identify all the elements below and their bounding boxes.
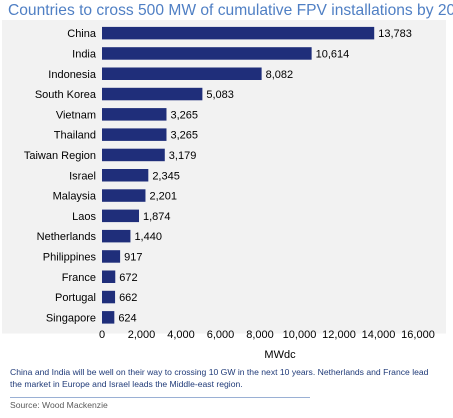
divider — [10, 397, 310, 398]
bar-8 — [102, 169, 149, 182]
bar-5 — [102, 108, 167, 121]
bar-2 — [102, 47, 312, 60]
category-label-8: Israel — [69, 170, 96, 182]
bar-11 — [102, 229, 131, 243]
bar-7 — [102, 148, 165, 162]
bar-1 — [102, 26, 375, 40]
chart-caption: China and India will be well on their wa… — [10, 367, 429, 389]
value-label-4: 5,083 — [206, 89, 234, 101]
value-label-12: 917 — [124, 251, 142, 263]
bar-13 — [102, 270, 116, 283]
category-label-9: Malaysia — [53, 191, 97, 203]
value-label-11: 1,440 — [134, 231, 162, 243]
category-label-11: Netherlands — [37, 231, 97, 243]
category-label-6: Thailand — [54, 130, 96, 142]
bar-4 — [102, 87, 203, 101]
value-label-1: 13,783 — [378, 28, 412, 40]
value-label-6: 3,265 — [170, 130, 198, 142]
bar-chart: China 13,783 India 10,614 Indonesia 8,082 Sout… — [2, 20, 446, 361]
x-tick-label-5: 8,000 — [246, 329, 274, 341]
category-label-13: France — [62, 272, 96, 284]
x-tick-label-1: 0 — [99, 329, 105, 341]
value-label-9: 2,201 — [149, 191, 177, 203]
category-label-5: Vietnam — [56, 109, 96, 121]
x-tick-label-7: 12,000 — [322, 329, 356, 341]
bar-6 — [102, 128, 167, 141]
x-tick-label-8: 14,000 — [362, 329, 396, 341]
category-label-2: India — [72, 48, 97, 60]
bar-10 — [102, 209, 140, 223]
category-label-12: Philippines — [43, 251, 97, 263]
category-label-7: Taiwan Region — [24, 150, 96, 162]
value-label-7: 3,179 — [169, 150, 197, 162]
bar-14 — [102, 290, 116, 304]
category-label-14: Portugal — [55, 292, 96, 304]
value-label-10: 1,874 — [143, 211, 171, 223]
value-label-8: 2,345 — [152, 170, 180, 182]
value-label-15: 624 — [118, 312, 136, 324]
value-label-5: 3,265 — [170, 109, 198, 121]
value-label-3: 8,082 — [266, 69, 294, 81]
category-label-10: Laos — [72, 211, 96, 223]
x-tick-label-6: 10,000 — [283, 329, 317, 341]
x-tick-label-3: 4,000 — [167, 329, 195, 341]
category-label-1: China — [67, 28, 97, 40]
value-label-2: 10,614 — [316, 48, 350, 60]
category-label-4: South Korea — [35, 89, 97, 101]
category-label-15: Singapore — [46, 312, 96, 324]
x-tick-label-2: 2,000 — [128, 329, 156, 341]
x-tick-label-4: 6,000 — [207, 329, 235, 341]
bar-12 — [102, 250, 121, 263]
category-label-3: Indonesia — [48, 69, 97, 81]
bar-9 — [102, 189, 146, 202]
x-tick-label-9: 16,000 — [401, 329, 435, 341]
value-label-14: 662 — [119, 292, 137, 304]
bar-15 — [102, 311, 115, 324]
chart-title: Countries to cross 500 MW of cumulative … — [8, 2, 453, 19]
bar-3 — [102, 67, 262, 80]
x-axis-label: MWdc — [264, 349, 296, 361]
source-note: Source: Wood Mackenzie — [10, 400, 108, 410]
value-label-13: 672 — [119, 272, 137, 284]
